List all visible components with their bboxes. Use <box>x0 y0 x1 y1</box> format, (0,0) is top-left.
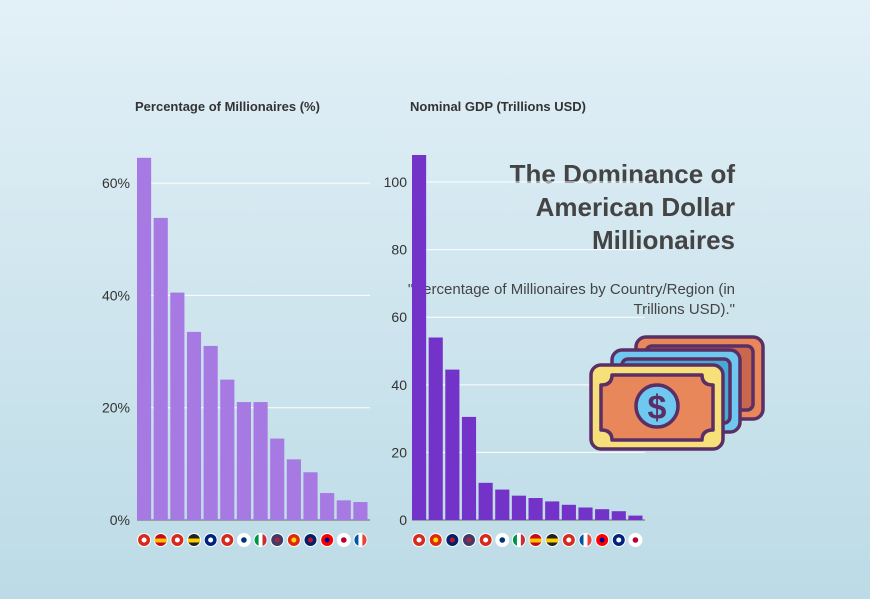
flag-switzerland-icon <box>561 533 576 547</box>
bar-france <box>578 507 593 520</box>
y-tick-label: 100 <box>384 174 408 190</box>
flag-united-kingdom-icon <box>445 533 460 547</box>
chart-gdp: 0 20 40 60 80 100 <box>384 155 645 547</box>
chart-title-gdp: Nominal GDP (Trillions USD) <box>410 99 587 114</box>
svg-text:$: $ <box>648 389 667 427</box>
flag-south-korea-icon <box>495 533 510 547</box>
bar-germany <box>186 331 202 520</box>
bar-united-kingdom <box>445 369 460 520</box>
flag-taiwan-icon <box>595 533 610 547</box>
bar-france <box>353 502 368 520</box>
y-tick-label: 80 <box>391 242 407 258</box>
flag-canada-icon <box>478 533 493 547</box>
flag-canada-icon <box>412 533 427 547</box>
y-tick-label: 0% <box>110 512 130 528</box>
flag-south-korea-icon <box>236 533 251 547</box>
bar-germany <box>545 501 560 520</box>
y-tick-label: 20 <box>391 444 407 460</box>
bar-china <box>428 337 443 520</box>
bar-australia <box>203 345 218 520</box>
flag-france-icon <box>578 533 593 547</box>
flag-japan-icon <box>336 533 351 547</box>
bar-taiwan <box>320 493 335 520</box>
bar-south-korea <box>236 402 251 520</box>
bar-switzerland <box>561 504 576 520</box>
flag-united-states-icon <box>270 533 285 547</box>
y-tick-label: 40 <box>391 377 407 393</box>
flag-italy-icon <box>511 533 526 547</box>
subtitle: "Percentage of Millionaires by Country/R… <box>407 281 735 318</box>
bar-taiwan <box>595 509 610 520</box>
bar-united-states <box>461 416 477 520</box>
bar-spain <box>153 217 168 520</box>
flag-taiwan-icon <box>320 533 335 547</box>
bar-united-kingdom <box>303 472 318 520</box>
bar-canada <box>478 482 493 520</box>
bar-canada <box>412 155 427 520</box>
bar-united-states <box>270 438 285 520</box>
flag-spain-icon <box>153 533 168 547</box>
bar-south-korea <box>495 489 510 520</box>
flag-france-icon <box>353 533 368 547</box>
bar-japan <box>336 500 351 520</box>
flag-japan-icon <box>628 533 643 547</box>
chart-title-millionaires: Percentage of Millionaires (%) <box>135 99 320 114</box>
money-stack-icon: $ <box>589 335 765 451</box>
bar-italy <box>511 495 526 520</box>
flag-australia-icon <box>203 533 218 547</box>
bar-japan <box>628 515 643 520</box>
bar-italy <box>253 402 268 520</box>
bar-switzerland <box>137 157 152 521</box>
y-tick-label: 60 <box>391 309 407 325</box>
flag-china-icon <box>428 533 443 547</box>
flag-canada-icon <box>220 533 235 547</box>
y-tick-label: 20% <box>102 400 130 416</box>
flag-spain-icon <box>528 533 543 547</box>
y-tick-label: 0 <box>399 512 407 528</box>
chart-millionaires: 0% 20% 40% 60% <box>102 157 370 547</box>
flag-china-icon <box>286 533 301 547</box>
flag-united-kingdom-icon <box>303 533 318 547</box>
bar-canada <box>170 292 185 520</box>
bar-spain <box>528 498 543 520</box>
flag-germany-icon <box>545 533 560 547</box>
y-tick-label: 60% <box>102 175 130 191</box>
bar-china <box>286 459 301 520</box>
flag-switzerland-icon <box>137 533 152 547</box>
bar-canada <box>220 379 235 520</box>
flag-australia-icon <box>611 533 626 547</box>
flag-germany-icon <box>187 533 201 547</box>
bar-australia <box>611 511 626 520</box>
y-tick-label: 40% <box>102 287 130 303</box>
flag-canada-icon <box>170 533 185 547</box>
flag-italy-icon <box>253 533 268 547</box>
flag-united-states-icon <box>462 533 476 547</box>
